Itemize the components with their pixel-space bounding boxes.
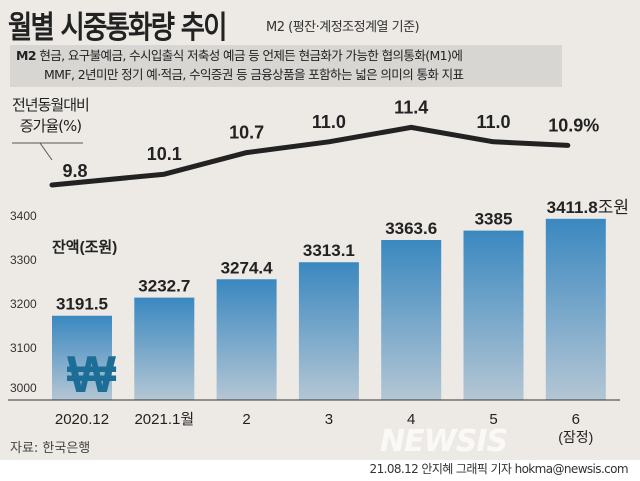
y-tick-label: 3100 (10, 341, 37, 355)
definition-note: M2 현금, 요구불예금, 수시입출식 저축성 예금 등 언제든 현금화가 가능… (10, 45, 562, 87)
y-tick-label: 3400 (10, 209, 37, 223)
bar-value-label: 3385 (475, 210, 513, 229)
bar-value-label: 3232.7 (138, 277, 190, 296)
bar (216, 279, 277, 400)
line-value-label: 10.9% (548, 115, 599, 135)
x-tick-label: 3 (325, 411, 333, 428)
y-tick-label: 3300 (10, 253, 37, 267)
label-pointer (39, 142, 53, 161)
bar-value-label: 3363.6 (385, 219, 437, 238)
subtitle: M2 (평잔·계정조정계열 기준) (266, 20, 420, 35)
bar-value-label: 3191.5 (56, 295, 108, 314)
line-value-label: 10.1 (147, 144, 182, 164)
x-tick-label: 6 (572, 411, 580, 428)
line-value-label: 10.7 (229, 123, 264, 143)
bar (298, 262, 359, 400)
bar (52, 315, 112, 400)
newsis-watermark: NEWSIS (380, 424, 508, 459)
bar-axis-label: 잔액(조원) (52, 238, 117, 256)
line-axis-label-2: 증가율(%) (19, 117, 82, 135)
x-tick-label: 5 (489, 411, 497, 428)
line-axis-label-1: 전년동월대비 (12, 96, 90, 114)
note-term: M2 (16, 48, 37, 63)
bar (545, 218, 606, 400)
y-tick-label: 3000 (10, 381, 37, 395)
note-line1: 현금, 요구불예금, 수시입출식 저축성 예금 등 언제든 현금화가 가능한 협… (39, 48, 463, 63)
bar (463, 230, 524, 400)
bar (134, 297, 195, 400)
line-value-label: 11.0 (476, 112, 510, 132)
bar-value-label: 3313.1 (303, 241, 355, 260)
line-axis-label: 전년동월대비 증가율(%) (12, 95, 90, 137)
bar-value-label: 3411.8조원 (547, 198, 629, 217)
source: 자료: 한국은행 (10, 441, 91, 456)
bar (381, 240, 442, 400)
x-tick-label: 2 (242, 411, 250, 428)
x-tick-note: (잠정) (558, 429, 593, 445)
line-value-label: 11.4 (394, 97, 428, 117)
line-value-label: 11.0 (312, 112, 346, 132)
bar-value-label: 3274.4 (221, 258, 274, 277)
credit: 21.08.12 안지혜 그래픽 기자 hokma@newsis.com (369, 462, 629, 476)
note-line2: MMF, 2년미만 정기 예·적금, 수익증권 등 금융상품을 포함하는 넓은 … (44, 67, 464, 82)
x-tick-label: 2020.12 (55, 411, 109, 428)
won-sign-icon: ₩ (67, 346, 117, 404)
y-tick-label: 3200 (10, 297, 37, 311)
x-tick-label: 4 (407, 411, 415, 428)
x-tick-label: 2021.1월 (134, 411, 194, 428)
growth-line (49, 124, 571, 188)
unit-label: 조원 (598, 198, 629, 217)
page-title: 월별 시중통화량 추이 (8, 10, 228, 46)
line-value-label: 9.8 (62, 161, 87, 181)
